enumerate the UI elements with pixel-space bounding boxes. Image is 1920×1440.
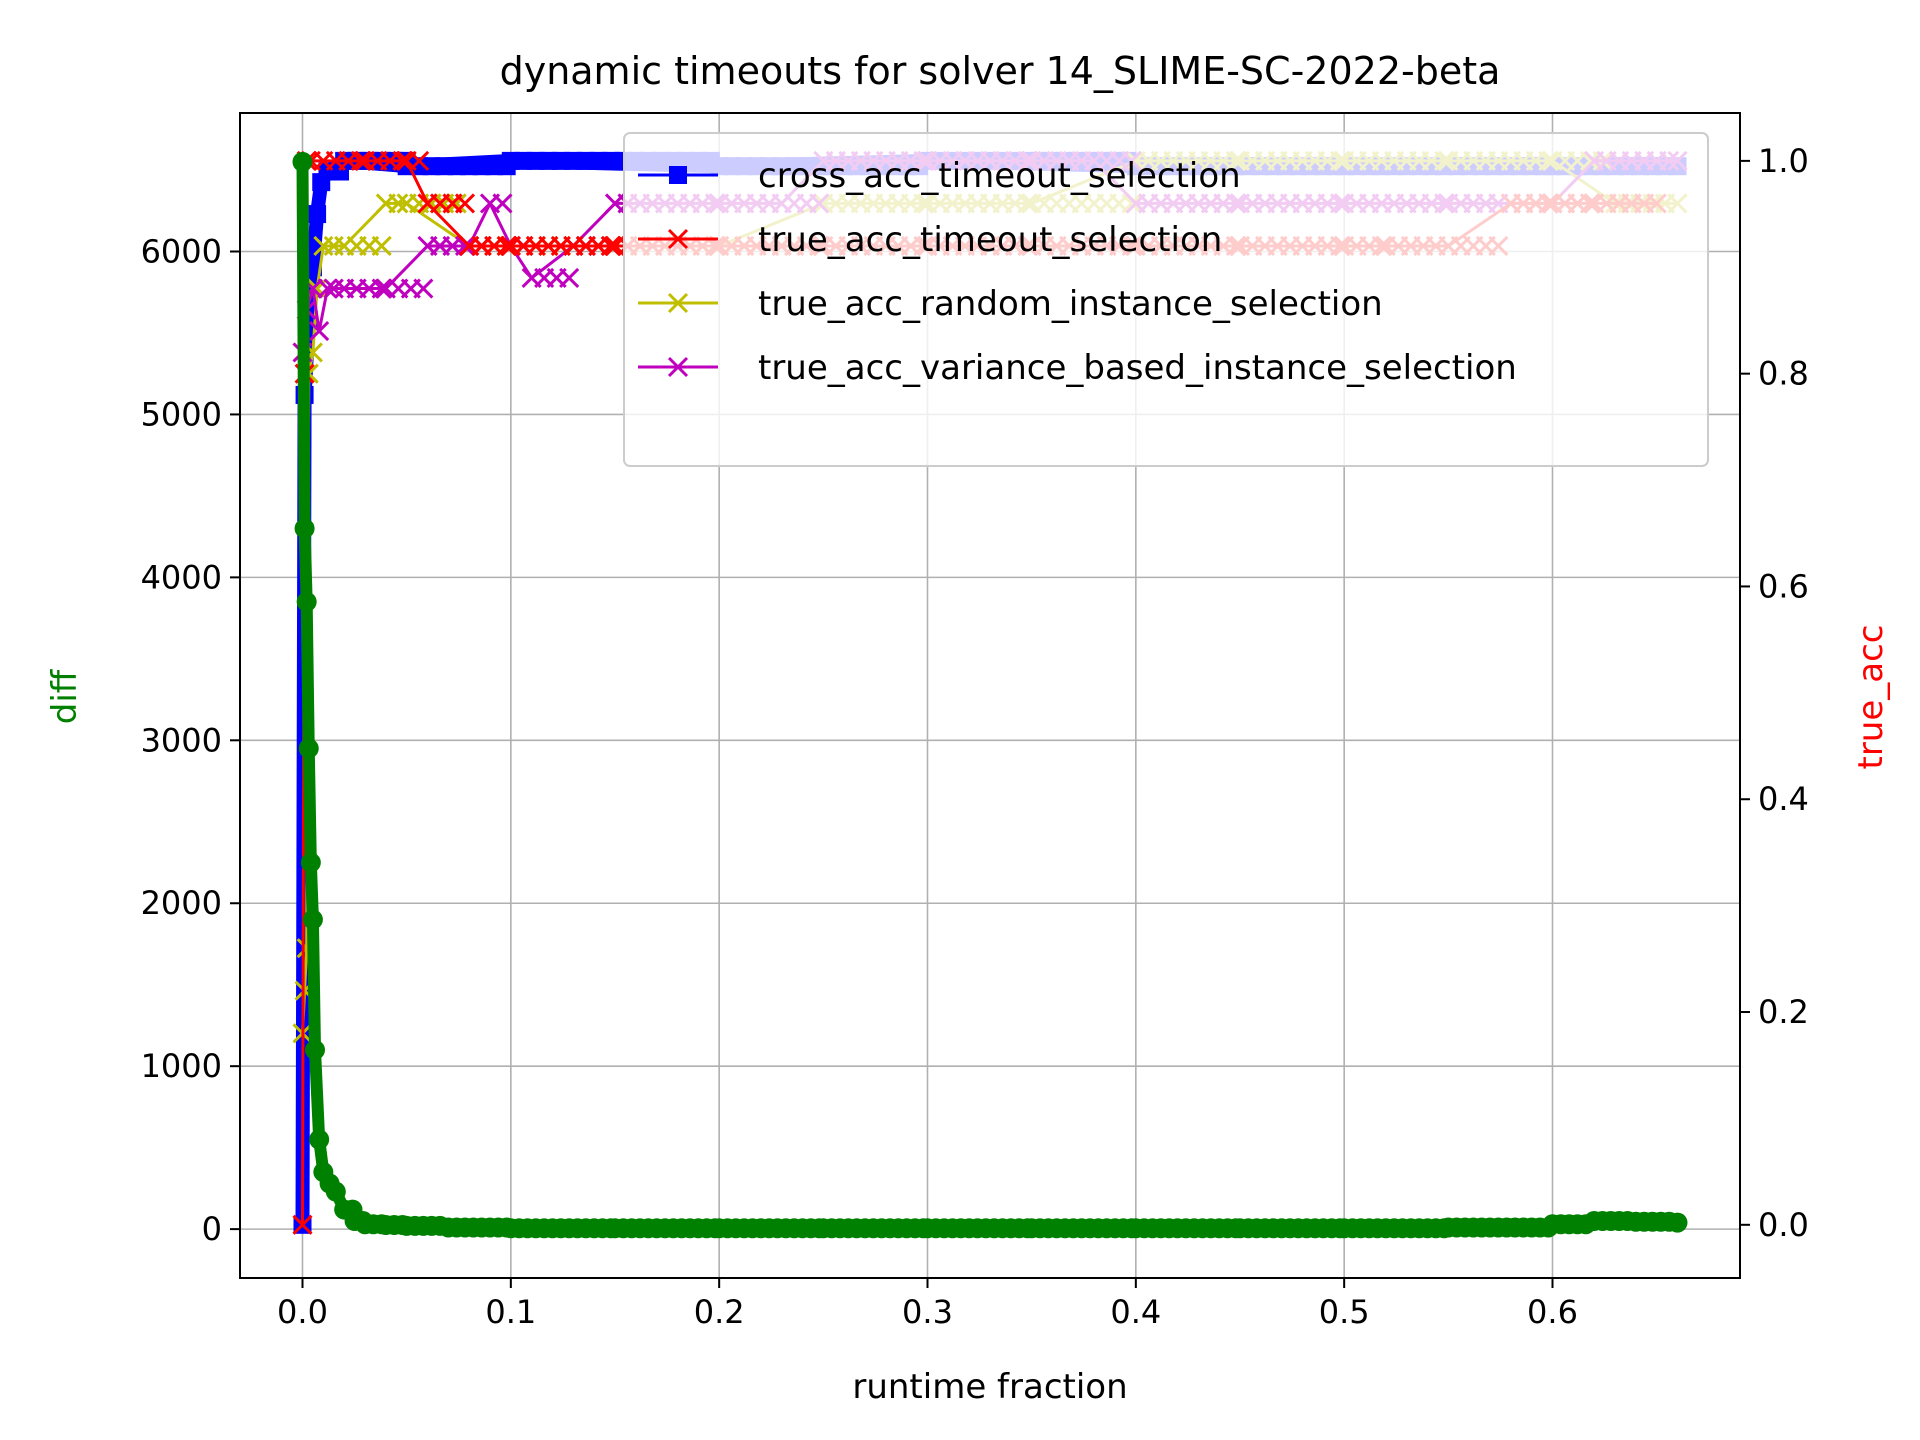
data-point bbox=[325, 1181, 346, 1202]
data-point bbox=[300, 852, 321, 873]
data-point bbox=[309, 321, 330, 342]
y-left-tick-label: 4000 bbox=[141, 558, 222, 596]
data-point bbox=[454, 235, 476, 257]
data-point bbox=[292, 151, 313, 172]
data-point bbox=[409, 150, 430, 171]
y-axis-right: 0.0 0.2 0.4 0.6 0.8 1.0 bbox=[1740, 142, 1809, 1244]
x-axis: 0.0 0.1 0.2 0.3 0.4 0.5 0.6 bbox=[277, 1278, 1578, 1331]
legend-label: cross_acc_timeout_selection bbox=[758, 156, 1241, 196]
y-left-tick-label: 3000 bbox=[141, 721, 222, 759]
x-tick-label: 0.4 bbox=[1110, 1293, 1161, 1331]
legend-label: true_acc_timeout_selection bbox=[758, 220, 1222, 260]
y-left-tick-label: 6000 bbox=[141, 232, 222, 270]
data-point bbox=[492, 193, 513, 214]
legend-entry: true_acc_random_instance_selection bbox=[638, 284, 1383, 324]
data-point bbox=[371, 278, 392, 299]
data-point bbox=[1667, 1212, 1688, 1233]
x-tick-label: 0.0 bbox=[277, 1293, 328, 1331]
y-left-tick-label: 1000 bbox=[141, 1047, 222, 1085]
y-right-tick-label: 0.8 bbox=[1758, 355, 1809, 393]
legend-swatch-marker bbox=[667, 228, 689, 250]
legend-entry: cross_acc_timeout_selection bbox=[638, 156, 1241, 196]
y-left-tick-label: 0 bbox=[202, 1210, 222, 1248]
data-point bbox=[308, 205, 327, 224]
data-point bbox=[371, 235, 392, 257]
x-tick-label: 0.2 bbox=[694, 1293, 745, 1331]
legend: cross_acc_timeout_selection true_acc_time… bbox=[623, 132, 1709, 467]
y-right-tick-label: 0.6 bbox=[1758, 567, 1809, 605]
data-point bbox=[600, 235, 621, 257]
y-right-tick-label: 1.0 bbox=[1758, 142, 1809, 180]
data-point bbox=[446, 193, 467, 214]
data-point bbox=[298, 738, 319, 759]
plot-frame bbox=[239, 112, 1741, 1279]
x-tick-label: 0.6 bbox=[1527, 1293, 1578, 1331]
y-right-tick-label: 0.4 bbox=[1758, 780, 1809, 818]
legend-box bbox=[623, 132, 1709, 467]
data-point bbox=[292, 1214, 313, 1235]
chart-title: dynamic timeouts for solver 14_SLIME-SC-… bbox=[500, 49, 1501, 93]
data-point bbox=[294, 518, 315, 539]
data-point bbox=[454, 193, 476, 214]
data-point bbox=[317, 278, 338, 299]
y-axis-right-label: true_acc bbox=[1851, 625, 1891, 770]
legend-entry: true_acc_timeout_selection bbox=[638, 220, 1222, 260]
x-tick-label: 0.5 bbox=[1319, 1293, 1370, 1331]
y-left-tick-label: 2000 bbox=[141, 884, 222, 922]
y-axis-left-label: diff bbox=[45, 668, 85, 724]
data-point bbox=[496, 235, 517, 257]
y-right-tick-label: 0.0 bbox=[1758, 1206, 1809, 1244]
y-right-tick-label: 0.2 bbox=[1758, 993, 1809, 1031]
legend-label: true_acc_variance_based_instance_selecti… bbox=[758, 348, 1517, 388]
x-tick-label: 0.3 bbox=[902, 1293, 953, 1331]
legend-swatch-marker bbox=[667, 356, 689, 378]
data-point bbox=[305, 1039, 325, 1060]
data-point bbox=[392, 150, 413, 171]
y-axis-left: 0 1000 2000 3000 4000 5000 6000 bbox=[141, 232, 240, 1248]
y-left-tick-label: 5000 bbox=[141, 395, 222, 433]
legend-swatch-marker bbox=[669, 166, 687, 184]
data-point bbox=[296, 591, 317, 612]
data-point bbox=[309, 1129, 330, 1150]
data-point bbox=[302, 909, 323, 930]
data-point bbox=[413, 278, 434, 299]
legend-swatch-marker bbox=[667, 292, 689, 314]
series-diff bbox=[292, 151, 1688, 1239]
data-point bbox=[350, 150, 371, 171]
x-tick-label: 0.1 bbox=[485, 1293, 536, 1331]
x-axis-label: runtime fraction bbox=[852, 1367, 1127, 1407]
data-point bbox=[388, 193, 409, 214]
legend-entry: true_acc_variance_based_instance_selecti… bbox=[638, 348, 1517, 388]
legend-label: true_acc_random_instance_selection bbox=[758, 284, 1383, 324]
data-point bbox=[559, 267, 580, 288]
